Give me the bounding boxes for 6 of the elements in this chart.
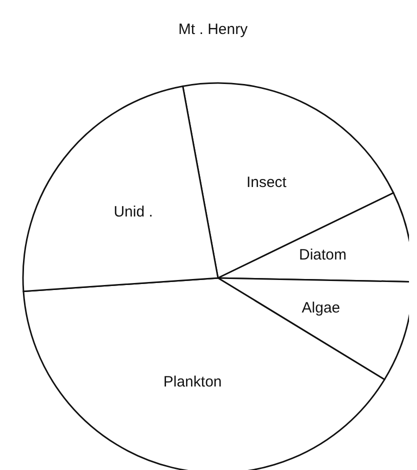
slice-label: Plankton [163, 374, 222, 391]
slice-label: Algae [302, 299, 340, 316]
slice-label: Unid . [114, 204, 153, 221]
chart-title: Mt . Henry [178, 21, 248, 38]
slice-label: Diatom [299, 246, 347, 264]
slice-label: Insect [246, 174, 288, 191]
